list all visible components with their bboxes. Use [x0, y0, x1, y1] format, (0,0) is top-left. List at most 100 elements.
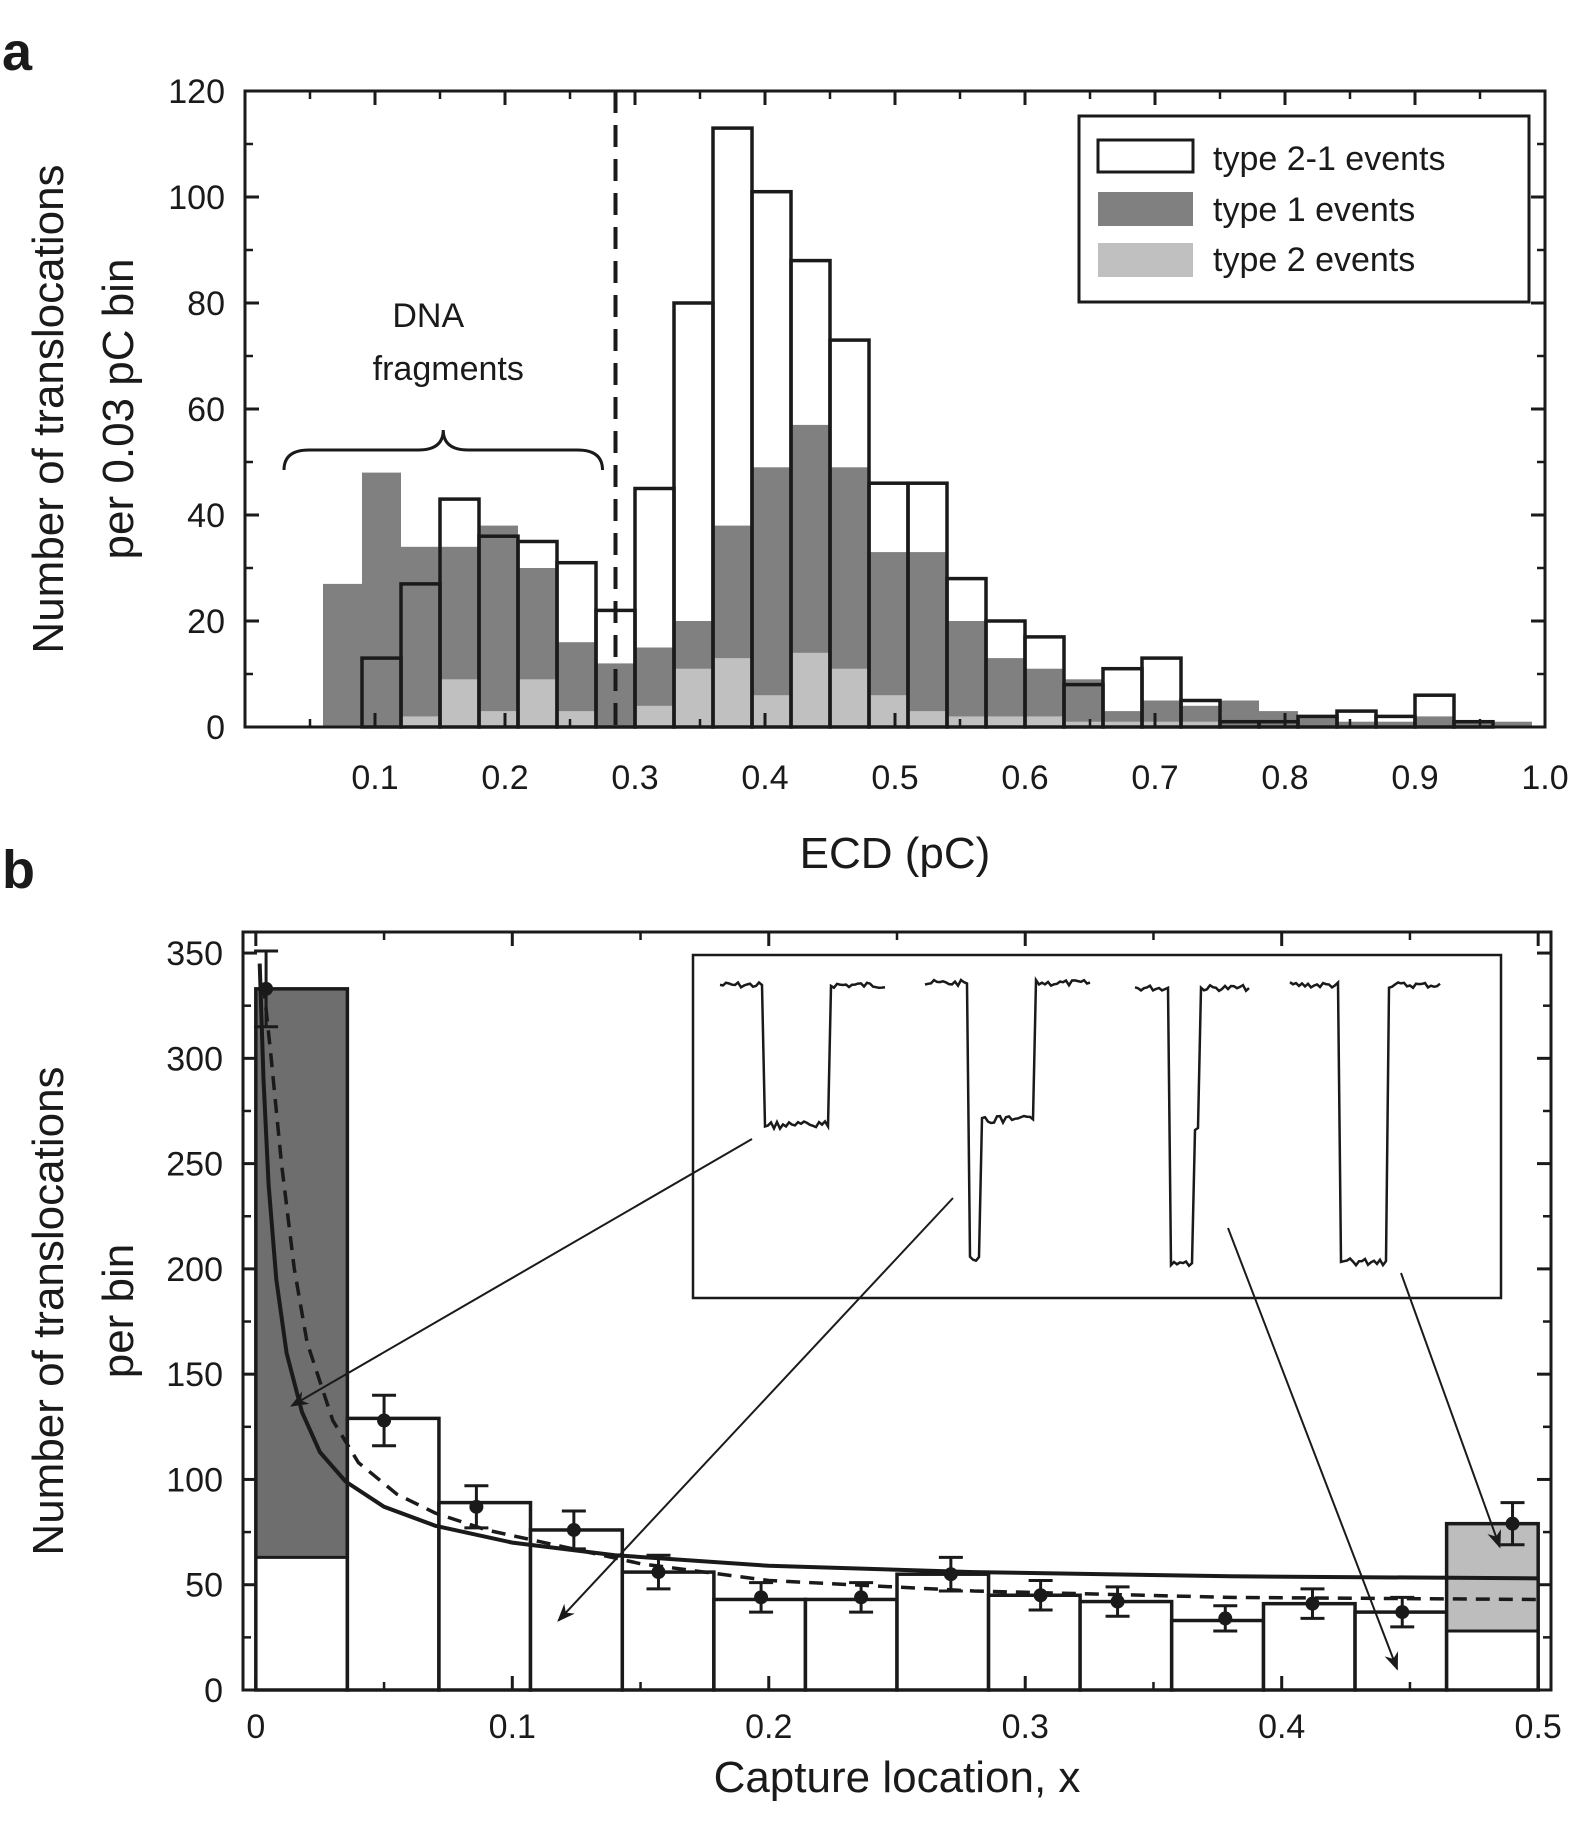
y-tick-label: 0	[204, 1672, 223, 1710]
data-point-marker	[854, 1590, 869, 1605]
bar-dark-4	[479, 525, 518, 727]
x-tick-label: 0.1	[351, 759, 398, 797]
bar-light-12	[791, 652, 830, 727]
legend: type 2-1 events type 1 events type 2 eve…	[1077, 114, 1531, 304]
fragment-brace	[282, 429, 604, 471]
data-point-13	[1500, 1501, 1525, 1547]
inset-arrow-0	[290, 1138, 753, 1407]
data-point-3	[561, 1509, 586, 1551]
y-tick-label: 350	[166, 935, 223, 973]
bar-dark-11	[752, 467, 791, 727]
data-point-marker	[566, 1522, 581, 1537]
bar-light-22	[1181, 721, 1220, 727]
bin-white-7	[897, 1574, 989, 1690]
bar-light-15	[908, 711, 947, 727]
bar-dark-29	[1454, 721, 1493, 727]
bar-light-16	[947, 716, 986, 727]
bin-white-4	[622, 1572, 714, 1690]
bar-light-21	[1142, 721, 1181, 727]
x-tick-label: 0.5	[1515, 1708, 1562, 1746]
inset-traces	[691, 953, 1503, 1300]
x-tick-label: 0.4	[741, 759, 788, 797]
data-point-marker	[1033, 1588, 1048, 1603]
bar-dark-26	[1337, 721, 1376, 727]
y-tick-label: 200	[166, 1251, 223, 1289]
x-tick-label: 0.3	[611, 759, 658, 797]
bar-light-5	[518, 679, 557, 727]
bar-dark-15	[908, 552, 947, 727]
data-point-5	[749, 1581, 774, 1614]
bar-dark-17	[986, 658, 1025, 727]
y-tick-label: 60	[187, 391, 225, 429]
bar-dark-27	[1376, 721, 1415, 727]
inset-arrow-3	[1400, 1272, 1501, 1549]
x-tick-label: 0.5	[871, 759, 918, 797]
legend-label-type1: type 1 events	[1213, 191, 1415, 229]
bar-light-8	[635, 705, 674, 727]
data-point-6	[849, 1581, 874, 1614]
bin-white-1	[347, 1418, 439, 1690]
panel-a-y-axis-title-line-2: per 0.03 pC bin	[94, 259, 143, 560]
bar-light-9	[674, 668, 713, 727]
legend-swatch-type21	[1096, 138, 1195, 174]
y-tick-label: 0	[206, 709, 225, 747]
bin-white-2	[438, 1502, 531, 1690]
bar-light-19	[1064, 721, 1103, 727]
inset-trace-1	[924, 976, 1091, 1263]
y-tick-label: 100	[168, 179, 225, 217]
data-point-2	[464, 1484, 489, 1530]
data-point-12	[1390, 1595, 1415, 1629]
panel-b-points	[254, 949, 1525, 1633]
bar-dark-28	[1415, 716, 1454, 727]
legend-label-type21: type 2-1 events	[1213, 140, 1445, 178]
data-point-1	[372, 1393, 397, 1448]
bin-shaded-0	[255, 988, 348, 1558]
panel-b-chart: 0 0.1 0.2 0.3 0.4 0.5 0 50 100 150 200 250 300 350 Ca…	[24, 930, 1562, 1802]
data-point-marker	[1110, 1594, 1125, 1609]
data-point-8	[1028, 1579, 1053, 1612]
x-tick-label: 0.3	[1002, 1708, 1049, 1746]
y-tick-label: 120	[168, 73, 225, 111]
inset-arrow-1	[557, 1197, 954, 1622]
y-tick-label: 80	[187, 285, 225, 323]
data-point-7	[938, 1555, 963, 1593]
bar-light-10	[713, 658, 752, 727]
data-point-marker	[1395, 1605, 1410, 1620]
bar-light-17	[986, 716, 1025, 727]
x-tick-label: 0.1	[489, 1708, 536, 1746]
bin-white-13	[1446, 1631, 1539, 1690]
bar-light-3	[440, 679, 479, 727]
x-tick-label: 0.2	[481, 759, 528, 797]
bar-dark-1	[362, 472, 401, 727]
data-point-marker	[259, 981, 274, 996]
panel-b-letter: b	[2, 840, 35, 900]
legend-swatch-type1	[1098, 192, 1193, 226]
y-tick-label: 40	[187, 497, 225, 535]
inset-arrows	[290, 1138, 1501, 1671]
bar-light-4	[479, 711, 518, 727]
bar-light-6	[557, 711, 596, 727]
legend-label-type2: type 2 events	[1213, 241, 1415, 279]
bar-light-20	[1103, 721, 1142, 727]
x-tick-label: 0	[246, 1708, 265, 1746]
data-point-4	[646, 1553, 671, 1591]
data-point-marker	[377, 1413, 392, 1428]
fit-curve-dashed	[261, 984, 1539, 1602]
data-point-marker	[469, 1499, 484, 1514]
panel-b-axes: 0 0.1 0.2 0.3 0.4 0.5 0 50 100 150 200 250 300 350	[166, 930, 1562, 1746]
bar-light-11	[752, 695, 791, 727]
data-point-marker	[1218, 1611, 1233, 1626]
panel-b-x-axis-title: Capture location, x	[714, 1753, 1081, 1802]
inset-trace-3	[1289, 979, 1441, 1268]
y-tick-label: 50	[185, 1567, 223, 1605]
bar-light-18	[1025, 716, 1064, 727]
bar-light-13	[830, 668, 869, 727]
annotation-line-1: DNA	[392, 297, 464, 335]
y-tick-label: 20	[187, 603, 225, 641]
data-point-marker	[1505, 1516, 1520, 1531]
data-point-9	[1105, 1585, 1130, 1618]
data-point-marker	[651, 1565, 666, 1580]
x-tick-label: 0.9	[1391, 759, 1438, 797]
panel-a-chart: 0.1 0.2 0.3 0.4 0.5 0.6 0.7 0.8 0.9 1.0 0 20 40 60 80 1…	[24, 73, 1569, 878]
x-tick-label: 1.0	[1521, 759, 1568, 797]
